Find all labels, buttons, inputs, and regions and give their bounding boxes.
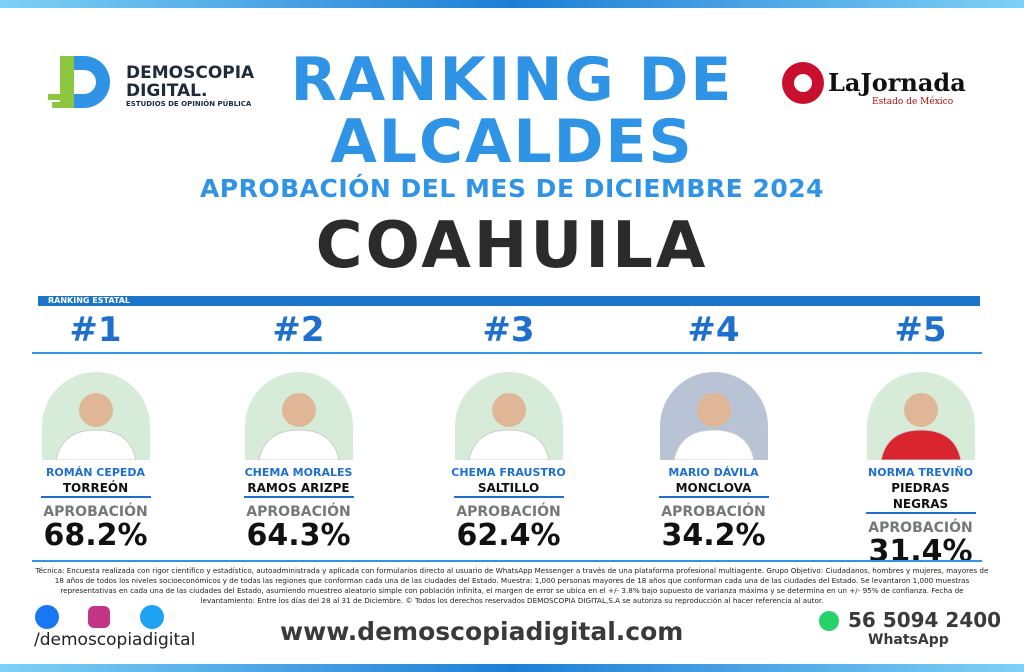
website[interactable]: www.demoscopiadigital.com xyxy=(280,617,684,646)
social-icons xyxy=(35,605,164,629)
rank: #1 xyxy=(69,310,122,350)
candidate-city: TORREÓN xyxy=(40,480,151,498)
approval-value: 34.2% xyxy=(661,518,766,553)
logo-mark xyxy=(48,56,110,108)
approval-label: APROBACIÓN xyxy=(456,504,561,520)
approval-label: APROBACIÓN xyxy=(661,504,766,520)
logo-tagline: ESTUDIOS DE OPINIÓN PÚBLICA xyxy=(126,100,252,108)
approval-label: APROBACIÓN xyxy=(246,504,351,520)
approval-label: APROBACIÓN xyxy=(43,504,148,520)
photo xyxy=(866,372,975,460)
photo xyxy=(244,372,353,460)
partner-logo xyxy=(782,62,824,104)
rank: #3 xyxy=(482,310,535,350)
candidate-city: SALTILLO xyxy=(453,480,564,498)
candidate-name: ROMÁN CEPEDA xyxy=(45,466,146,479)
section-strip xyxy=(38,296,980,306)
section-label: RANKING ESTATAL xyxy=(48,296,131,305)
divider xyxy=(32,352,982,354)
title: RANKING DE xyxy=(290,45,734,115)
methodology-note: Técnica: Encuesta realizada con rigor ci… xyxy=(35,566,989,605)
candidate: #5 NORMA TREVIÑO PIEDRAS NEGRAS APROBACIÓN 3… xyxy=(818,310,1023,568)
approval-label: APROBACIÓN xyxy=(868,520,973,536)
candidate-city: PIEDRAS NEGRAS xyxy=(865,480,976,514)
rank: #4 xyxy=(687,310,740,350)
partner-name: LaJornada xyxy=(828,68,966,97)
logo-text: DEMOSCOPIA DIGITAL. xyxy=(126,64,254,100)
phone: 56 5094 2400 xyxy=(848,608,1002,632)
rank: #5 xyxy=(894,310,947,350)
approval-value: 68.2% xyxy=(43,518,148,553)
bottom-bar xyxy=(0,664,1024,672)
whatsapp-icon xyxy=(819,611,839,631)
logo-name2: DIGITAL. xyxy=(126,81,208,101)
approval-value: 31.4% xyxy=(868,534,973,569)
candidate: #3 CHEMA FRAUSTRO SALTILLO APROBACIÓN 62.4% xyxy=(406,310,611,552)
candidate-name: CHEMA MORALES xyxy=(244,466,353,479)
approval-value: 64.3% xyxy=(246,518,351,553)
photo xyxy=(454,372,563,460)
photo xyxy=(41,372,150,460)
state: COAHUILA xyxy=(315,209,709,283)
candidate-city: RAMOS ARIZPE xyxy=(243,480,354,498)
logo-name: DEMOSCOPIA xyxy=(126,63,255,83)
candidate-city: MONCLOVA xyxy=(658,480,769,498)
social-handle[interactable]: /demoscopiadigital xyxy=(34,630,196,650)
subtitle: APROBACIÓN DEL MES DE DICIEMBRE 2024 xyxy=(199,174,825,203)
rank: #2 xyxy=(272,310,325,350)
divider xyxy=(32,560,982,562)
top-bar xyxy=(0,0,1024,8)
title: ALCALDES xyxy=(330,107,694,177)
partner-sub: Estado de México xyxy=(872,97,954,107)
candidate-name: MARIO DÁVILA xyxy=(668,466,759,479)
approval-value: 62.4% xyxy=(456,518,561,553)
candidate-name: NORMA TREVIÑO xyxy=(868,466,973,479)
phone-label: WhatsApp xyxy=(868,632,949,648)
candidate-name: CHEMA FRAUSTRO xyxy=(451,466,566,479)
candidate: #1 ROMÁN CEPEDA TORREÓN APROBACIÓN 68.2% xyxy=(0,310,198,552)
candidate: #2 CHEMA MORALES RAMOS ARIZPE APROBACIÓN 64.… xyxy=(196,310,401,552)
photo xyxy=(659,372,768,460)
candidate: #4 MARIO DÁVILA MONCLOVA APROBACIÓN 34.2% xyxy=(611,310,816,552)
